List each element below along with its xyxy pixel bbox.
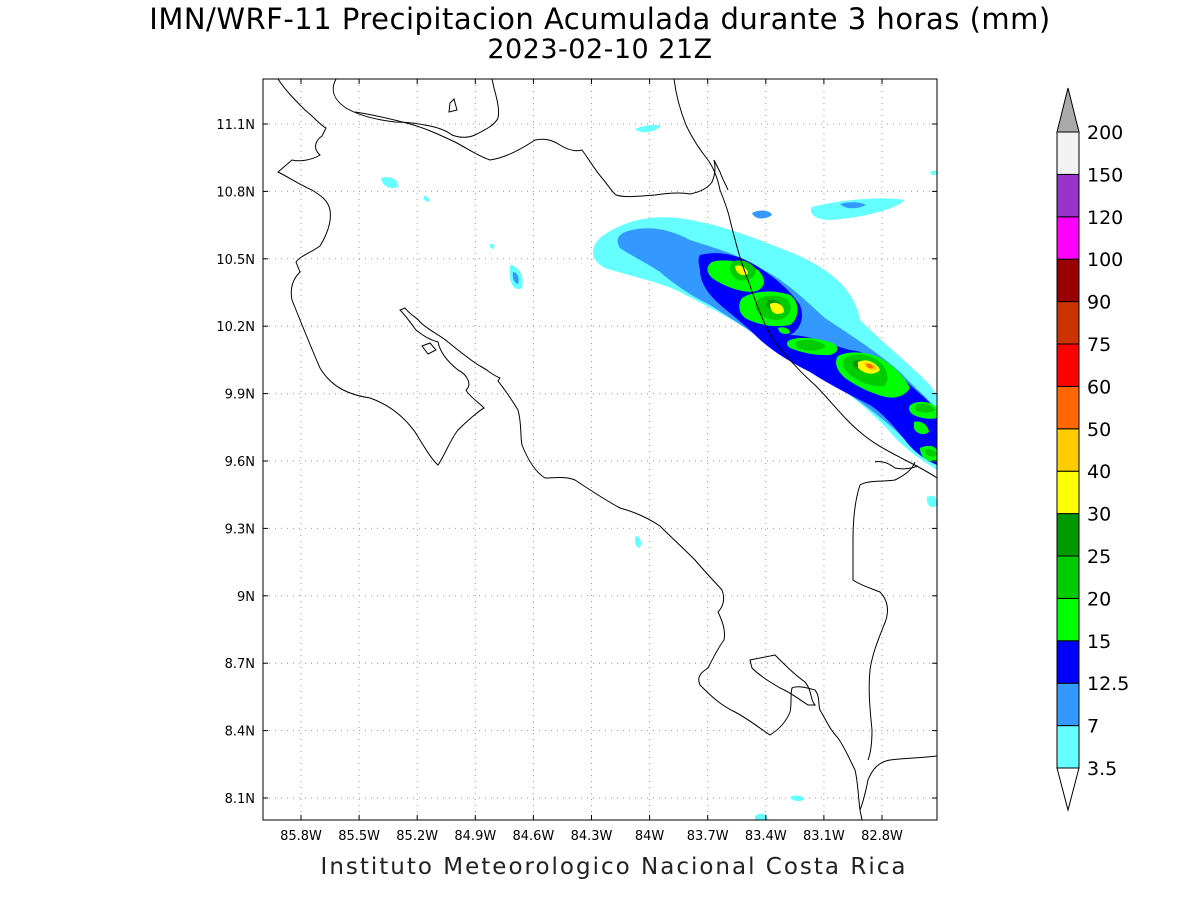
lon-tick-label: 85.5W — [338, 829, 380, 844]
colorbar-level-label: 25 — [1087, 546, 1111, 568]
colorbar-level-label: 60 — [1087, 376, 1111, 398]
colorbar-swatch — [1056, 682, 1080, 727]
colorbar-swatch — [1056, 513, 1080, 557]
lon-tick-label: 85.2W — [396, 829, 438, 844]
colorbar-level-label: 12.5 — [1087, 673, 1129, 695]
footer-credit: Instituto Meteorologico Nacional Costa R… — [320, 854, 908, 880]
lat-tick-label: 8.4N — [225, 725, 255, 740]
colorbar-level-label: 200 — [1087, 122, 1123, 144]
lat-tick-label: 9.9N — [225, 388, 255, 403]
colorbar-level-label: 7 — [1087, 716, 1099, 738]
lat-tick-label: 10.5N — [216, 253, 255, 268]
lon-tick-label: 85.8W — [280, 829, 322, 844]
lat-tick-label: 10.2N — [216, 320, 255, 335]
lat-tick-label: 9N — [237, 590, 255, 605]
colorbar-swatch — [1056, 597, 1080, 642]
colorbar-level-label: 20 — [1087, 588, 1111, 610]
colorbar-level-label: 15 — [1087, 631, 1111, 653]
colorbar-level-label: 50 — [1087, 419, 1111, 441]
lon-tick-label: 84W — [635, 829, 665, 844]
map-frame — [262, 78, 938, 821]
lon-tick-label: 83.1W — [803, 829, 845, 844]
colorbar-level-label: 75 — [1087, 334, 1111, 356]
lat-tick-label: 9.3N — [225, 522, 255, 537]
map-title: IMN/WRF-11 Precipitacion Acumulada duran… — [149, 2, 1051, 36]
precip-band-50 — [866, 363, 873, 369]
lat-tick-label: 8.7N — [225, 657, 255, 672]
colorbar: 3.5 7 12.5 15 20 25 30 40 50 60 75 90 100 120 150 200 — [1056, 87, 1129, 812]
colorbar-swatch — [1056, 301, 1080, 345]
colorbar-swatch — [1056, 470, 1080, 515]
lat-tick-label: 11.1N — [216, 118, 255, 133]
colorbar-swatch — [1056, 258, 1080, 303]
colorbar-swatch — [1056, 131, 1080, 175]
colorbar-level-label: 100 — [1087, 249, 1123, 271]
lon-tick-label: 82.8W — [861, 829, 903, 844]
colorbar-level-label: 3.5 — [1087, 758, 1117, 780]
map-subtitle: 2023-02-10 21Z — [487, 34, 713, 65]
colorbar-swatch — [1056, 216, 1080, 260]
axis-tick-labels: 11.1N 10.8N 10.5N 10.2N 9.9N 9.6N 9.3N 9N 8.7N 8.… — [216, 79, 937, 844]
colorbar-level-label: 150 — [1087, 164, 1123, 186]
colorbar-level-label: 40 — [1087, 461, 1111, 483]
coastlines — [277, 79, 937, 820]
colorbar-swatch — [1056, 725, 1080, 769]
colorbar-swatch — [1056, 385, 1080, 430]
colorbar-bottom-arrow — [1056, 767, 1080, 812]
colorbar-top-arrow — [1056, 87, 1080, 133]
lat-tick-label: 9.6N — [225, 455, 255, 470]
lon-tick-label: 84.3W — [571, 829, 613, 844]
lon-tick-label: 83.4W — [745, 829, 787, 844]
colorbar-swatch — [1056, 428, 1080, 472]
colorbar-swatch — [1056, 640, 1080, 684]
lon-tick-label: 84.6W — [512, 829, 554, 844]
colorbar-swatch — [1056, 173, 1080, 218]
colorbar-swatch — [1056, 343, 1080, 387]
colorbar-swatch — [1056, 555, 1080, 599]
lat-tick-label: 10.8N — [216, 185, 255, 200]
lat-tick-label: 8.1N — [225, 792, 255, 807]
colorbar-level-label: 30 — [1087, 504, 1111, 526]
colorbar-level-label: 90 — [1087, 292, 1111, 314]
lon-tick-label: 83.7W — [687, 829, 729, 844]
map-background — [263, 79, 937, 820]
lon-tick-label: 84.9W — [454, 829, 496, 844]
colorbar-level-label: 120 — [1087, 207, 1123, 229]
